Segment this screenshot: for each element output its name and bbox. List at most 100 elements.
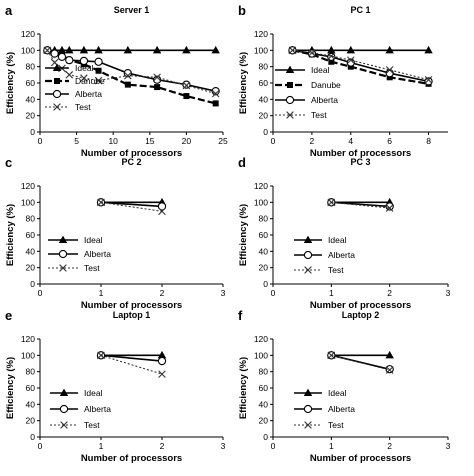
- data-point: [57, 52, 67, 62]
- data-point: [346, 56, 355, 64]
- series-test: [97, 198, 166, 216]
- series-test: [288, 46, 433, 84]
- y-tick-label: 20: [259, 416, 269, 426]
- legend-label: Ideal: [75, 63, 94, 73]
- legend-label: Test: [84, 420, 100, 430]
- y-tick-label: 100: [21, 45, 35, 55]
- legend-label: Alberta: [311, 95, 338, 105]
- legend-marker: [303, 404, 313, 414]
- legend-marker: [54, 78, 60, 84]
- x-tick-label: 0: [271, 136, 276, 146]
- legend-label: Alberta: [328, 250, 355, 260]
- data-point: [327, 52, 336, 60]
- chart-panel-a: a Server 1 0 20 40 60 80 100 120 0 5 10 15 20 25 Number…: [5, 3, 228, 159]
- legend: Ideal Danube Alberta Test: [45, 63, 105, 112]
- data-point: [385, 202, 394, 211]
- data-point: [123, 45, 133, 54]
- x-tick-label: 0: [271, 288, 276, 298]
- chart-panel-e: e Laptop 1 0 20 40 60 80 100 120 0 1 2 3 Number of pr…: [5, 308, 226, 464]
- x-marker-stroke: [327, 198, 336, 207]
- data-point: [94, 57, 103, 66]
- y-axis-label: Efficiency (%): [238, 52, 249, 114]
- data-point: [346, 45, 355, 54]
- data-point: [65, 45, 74, 54]
- y-tick-label: 40: [26, 246, 36, 256]
- y-tick-label: 60: [259, 78, 269, 88]
- y-axis-label: Efficiency (%): [5, 204, 16, 266]
- data-point: [124, 71, 132, 80]
- data-point: [65, 71, 74, 79]
- data-point: [212, 100, 219, 107]
- y-axis-label: Efficiency (%): [5, 357, 16, 419]
- data-point: [80, 74, 88, 82]
- x-marker-stroke: [158, 370, 166, 378]
- x-tick-label: 2: [160, 288, 165, 298]
- legend-label: Danube: [311, 80, 341, 90]
- data-point: [183, 93, 190, 100]
- series-line: [100, 201, 163, 208]
- x-marker-stroke: [288, 46, 297, 55]
- x-axis-label: Number of processors: [81, 148, 182, 159]
- x-tick-label: 3: [446, 441, 451, 451]
- y-tick-label: 80: [259, 62, 269, 72]
- x-axis-label: Number of processors: [310, 453, 411, 464]
- legend-marker: [286, 111, 294, 119]
- y-tick-label: 40: [259, 399, 269, 409]
- panel-letter: e: [5, 308, 12, 323]
- x-tick-label: 10: [108, 136, 118, 146]
- x-tick-label: 3: [221, 441, 226, 451]
- y-tick-label: 0: [263, 279, 268, 289]
- panel-letter: d: [238, 155, 246, 170]
- data-point: [157, 202, 167, 211]
- x-marker-stroke: [60, 421, 68, 429]
- series-ideal: [96, 350, 167, 359]
- data-point: [385, 204, 394, 212]
- x-marker-stroke: [346, 56, 355, 64]
- x-marker-stroke: [308, 48, 316, 57]
- x-tick-label: 0: [38, 136, 43, 146]
- series-alberta: [43, 46, 220, 96]
- chart-panel-b: b PC 1 0 20 40 60 80 100 120 0 2 4 6 8 Number of proce…: [238, 3, 448, 159]
- y-tick-label: 40: [26, 399, 36, 409]
- x-marker-stroke: [304, 421, 312, 429]
- x-axis-label: Number of processors: [310, 300, 411, 311]
- x-marker-stroke: [211, 89, 220, 98]
- x-tick-label: 15: [145, 136, 155, 146]
- y-tick-label: 120: [254, 29, 268, 39]
- x-tick-label: 0: [271, 441, 276, 451]
- data-point: [158, 370, 166, 378]
- chart-panel-f: f Laptop 2 0 20 40 60 80 100 120 0 1 2 3 Number of pr…: [238, 308, 451, 464]
- y-tick-label: 100: [254, 197, 268, 207]
- x-marker-stroke: [327, 52, 336, 60]
- legend-marker: [303, 250, 313, 260]
- y-tick-label: 120: [254, 334, 268, 344]
- legend-label: Ideal: [311, 65, 330, 75]
- legend-label: Test: [328, 420, 344, 430]
- data-point: [157, 356, 167, 366]
- x-marker-stroke: [385, 66, 394, 74]
- y-tick-label: 100: [21, 197, 35, 207]
- y-tick-label: 120: [21, 29, 35, 39]
- data-point: [385, 350, 394, 359]
- x-tick-label: 5: [74, 136, 79, 146]
- legend: Ideal Alberta Test: [50, 388, 111, 430]
- x-marker-stroke: [182, 81, 191, 90]
- data-point: [79, 45, 89, 54]
- x-axis-label: Number of processors: [81, 300, 182, 311]
- data-point: [182, 45, 191, 54]
- y-axis-label: Efficiency (%): [238, 357, 249, 419]
- data-point: [79, 56, 89, 66]
- x-marker-stroke: [50, 58, 59, 67]
- data-point: [43, 46, 52, 55]
- x-tick-label: 3: [446, 288, 451, 298]
- x-marker-stroke: [94, 76, 103, 85]
- data-point: [424, 45, 433, 54]
- y-tick-label: 0: [263, 127, 268, 137]
- series-line: [292, 49, 429, 81]
- legend-marker: [59, 388, 69, 396]
- legend: Ideal Alberta Test: [294, 235, 355, 275]
- y-axis-label: Efficiency (%): [238, 204, 249, 266]
- x-tick-label: 25: [218, 136, 228, 146]
- series-line: [100, 354, 163, 375]
